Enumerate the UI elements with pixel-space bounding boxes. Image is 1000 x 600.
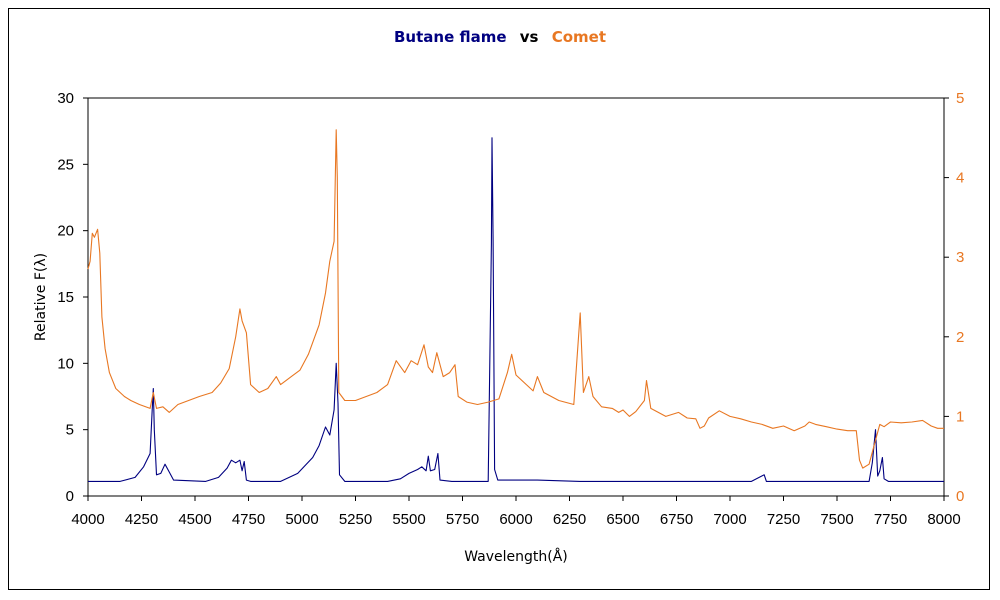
- x-axis: 4000 4250 4500 4750 5000 5250 5500 5750 6000 6250…: [71, 496, 961, 528]
- y-right-tick-label: 2: [956, 329, 964, 346]
- y-right-tick-label: 3: [956, 249, 964, 266]
- y-right-tick-label: 5: [956, 90, 964, 107]
- y-right-tick-label: 4: [956, 170, 964, 187]
- y-left-tick-label: 20: [57, 223, 74, 240]
- x-tick-label: 7750: [874, 511, 907, 528]
- series-line-comet: [87, 129, 944, 469]
- y-right-tick-label: 1: [956, 408, 964, 425]
- y-left-tick-label: 15: [57, 289, 74, 306]
- title-vs: vs: [519, 28, 539, 46]
- x-tick-label: 5500: [392, 511, 425, 528]
- x-tick-label: 4750: [232, 511, 265, 528]
- x-tick-label: 6000: [499, 511, 532, 528]
- chart-frame: [8, 8, 990, 590]
- x-tick-label: 5000: [285, 511, 318, 528]
- x-tick-label: 7000: [713, 511, 746, 528]
- y-left-tick-label: 25: [57, 156, 74, 173]
- y-left-tick-label: 0: [66, 488, 74, 505]
- x-tick-label: 4250: [125, 511, 158, 528]
- x-tick-label: 5750: [446, 511, 479, 528]
- title-series-butane: Butane flame: [393, 28, 507, 46]
- x-axis-label: Wavelength(Å): [464, 548, 568, 565]
- y-axis-right: 0 1 2 3 4 5: [944, 90, 964, 505]
- x-tick-label: 4500: [178, 511, 211, 528]
- x-tick-label: 6750: [660, 511, 693, 528]
- x-tick-label: 5250: [339, 511, 372, 528]
- y-left-tick-label: 10: [57, 355, 74, 372]
- y-axis-label: Relative F(λ): [33, 253, 49, 341]
- series-line-butane-flame: [88, 137, 944, 482]
- y-right-tick-label: 0: [956, 488, 964, 505]
- series-lines: [87, 129, 944, 482]
- y-left-tick-label: 30: [57, 90, 74, 107]
- x-tick-label: 6500: [606, 511, 639, 528]
- y-axis-left: 0 5 10 15 20 25 30: [57, 90, 88, 505]
- x-tick-label: 4000: [71, 511, 104, 528]
- plot-area: [87, 97, 945, 497]
- x-tick-label: 6250: [553, 511, 586, 528]
- x-tick-label: 7250: [767, 511, 800, 528]
- x-tick-label: 8000: [927, 511, 960, 528]
- y-left-tick-label: 5: [66, 422, 74, 439]
- x-tick-label: 7500: [820, 511, 853, 528]
- chart-title: Butane flame vs Comet: [0, 28, 1000, 46]
- title-series-comet: Comet: [551, 28, 606, 46]
